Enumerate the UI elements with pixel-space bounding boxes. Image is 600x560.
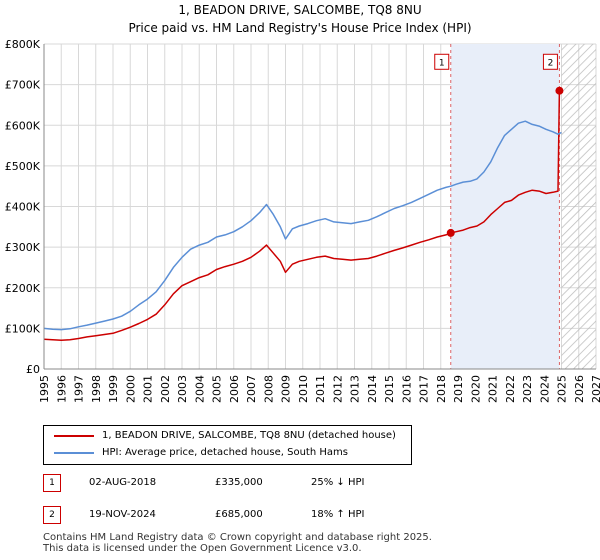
x-tick-label: 2012 (331, 375, 344, 403)
sale-point-1 (446, 228, 455, 237)
axes: £0 £100K £200K £300K £400K £500K £600K £700K £80… (5, 38, 600, 403)
property-price-line (43, 88, 563, 341)
x-tick-label: 2002 (159, 375, 172, 403)
sale-price-2: £685,000 (215, 509, 263, 520)
legend-hpi-label: HPI: Average price, detached house, Sout… (102, 447, 348, 458)
sale-hpi-2: 18% ↑ HPI (311, 509, 365, 520)
x-tick-label: 2003 (176, 375, 189, 403)
chart-badge-label-1: 1 (439, 58, 445, 68)
x-tick-label: 2007 (245, 375, 258, 403)
sale-point-2 (555, 86, 564, 95)
property-line-swatch (54, 435, 94, 437)
chart-subtitle: Price paid vs. HM Land Registry's House … (128, 21, 472, 35)
sale-date-1: 02-AUG-2018 (89, 477, 157, 488)
x-tick-label: 2027 (590, 375, 600, 403)
y-tick-label: £400K (5, 201, 41, 214)
x-tick-label: 2006 (228, 375, 241, 403)
ownership-shaded-region (450, 44, 560, 369)
x-tick-label: 2001 (142, 375, 155, 403)
highlight-regions (450, 44, 596, 369)
y-tick-label: £600K (5, 119, 41, 132)
chart-badge-label-2: 2 (548, 58, 554, 68)
hpi-line-swatch (54, 452, 94, 454)
x-tick-label: 2021 (487, 375, 500, 403)
x-tick-label: 1998 (90, 375, 103, 403)
chart-badge-box-2 (542, 53, 558, 70)
x-tick-label: 2011 (314, 375, 327, 403)
legend-property-label: 1, BEADON DRIVE, SALCOMBE, TQ8 8NU (deta… (102, 430, 396, 441)
hpi-line (43, 120, 562, 331)
x-tick-label: 2014 (366, 375, 379, 403)
x-tick-label: 2019 (452, 375, 465, 403)
y-tick-label: £0 (26, 363, 40, 376)
x-tick-label: 1999 (107, 375, 120, 403)
x-tick-label: 2020 (469, 375, 482, 403)
x-tick-label: 2025 (556, 375, 569, 403)
x-tick-label: 2017 (418, 375, 431, 403)
y-tick-label: £200K (5, 282, 41, 295)
x-tick-label: 2000 (124, 375, 137, 403)
sale-hpi-1: 25% ↓ HPI (311, 477, 365, 488)
footer-copyright: Contains HM Land Registry data © Crown c… (43, 532, 432, 543)
x-tick-label: 2004 (193, 375, 206, 403)
sale-date-2: 19-NOV-2024 (89, 509, 156, 520)
series-lines (43, 88, 563, 341)
x-tick-label: 2005 (211, 375, 224, 403)
x-tick-label: 2022 (504, 375, 517, 403)
y-tick-label: £500K (5, 160, 41, 173)
x-tick-label: 2010 (297, 375, 310, 403)
x-tick-label: 2016 (400, 375, 413, 403)
y-tick-label: £700K (5, 79, 41, 92)
x-tick-label: 2023 (521, 375, 534, 403)
chart-badge-box-1 (434, 53, 450, 70)
x-tick-label: 2008 (262, 375, 275, 403)
y-tick-label: £100K (5, 322, 41, 335)
chart-title: 1, BEADON DRIVE, SALCOMBE, TQ8 8NU (178, 3, 422, 17)
sale-price-1: £335,000 (215, 477, 263, 488)
x-tick-label: 2015 (383, 375, 396, 403)
x-tick-label: 2009 (280, 375, 293, 403)
sale-badge-1: 1 (43, 474, 61, 492)
future-hatched-region (561, 44, 596, 369)
x-tick-label: 1996 (55, 375, 68, 403)
sale-badge-2: 2 (43, 506, 61, 524)
y-tick-label: £300K (5, 241, 41, 254)
x-tick-label: 1995 (38, 375, 51, 403)
x-tick-label: 2024 (538, 375, 551, 403)
legend: 1, BEADON DRIVE, SALCOMBE, TQ8 8NU (deta… (43, 425, 412, 465)
x-tick-label: 2026 (573, 375, 586, 403)
x-tick-label: 2018 (435, 375, 448, 403)
footer-licence: This data is licensed under the Open Gov… (43, 543, 362, 554)
x-tick-label: 2013 (349, 375, 362, 403)
x-tick-label: 1997 (73, 375, 86, 403)
y-tick-label: £800K (5, 38, 41, 51)
